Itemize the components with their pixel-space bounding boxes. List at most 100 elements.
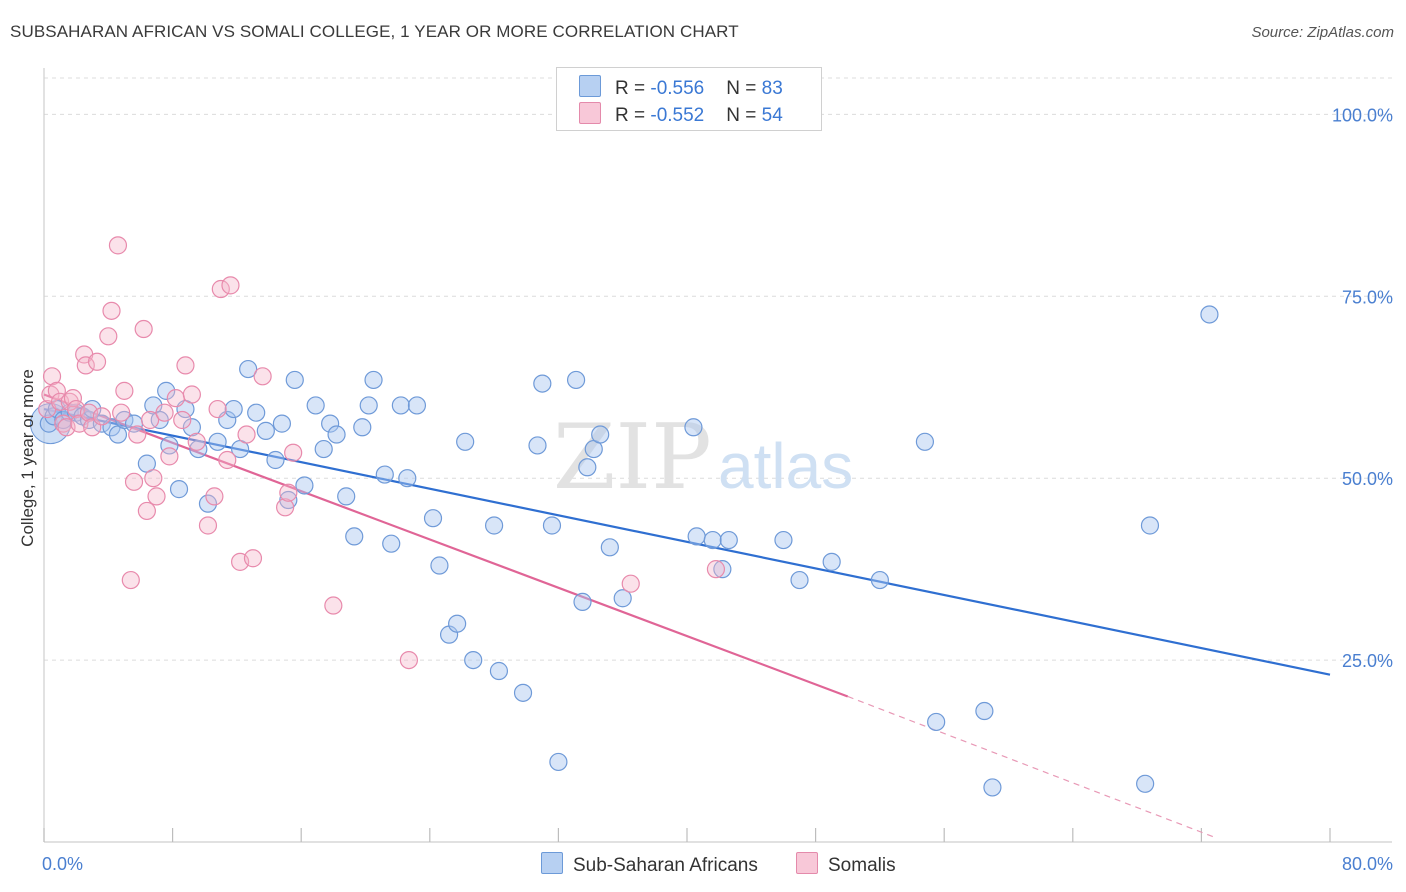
data-point-somali	[205, 487, 224, 506]
chart-title: SUBSAHARAN AFRICAN VS SOMALI COLLEGE, 1 …	[10, 22, 739, 41]
data-point-subsaharan	[719, 530, 738, 550]
data-point-subsaharan	[256, 421, 275, 440]
chart-source: Source: ZipAtlas.com	[1251, 24, 1394, 41]
data-point-somali	[284, 443, 303, 462]
data-point-subsaharan	[1200, 305, 1219, 324]
data-point-subsaharan	[549, 752, 568, 772]
legend-n-value: 54	[761, 105, 783, 126]
data-point-somali	[621, 574, 640, 593]
data-point-subsaharan	[407, 396, 427, 415]
data-point-somali	[706, 560, 726, 579]
data-point-somali	[121, 570, 140, 590]
data-point-somali	[187, 432, 206, 451]
data-point-somali	[166, 389, 185, 408]
trend-line-subsaharan	[43, 407, 1331, 676]
data-point-subsaharan	[382, 534, 401, 553]
data-point-subsaharan	[239, 359, 258, 379]
data-point-somali	[144, 469, 163, 488]
data-point-somali	[115, 381, 134, 400]
legend-r-label: R =	[615, 105, 651, 126]
data-point-somali	[124, 472, 144, 491]
data-point-subsaharan	[430, 556, 449, 575]
data-point-somali	[160, 447, 179, 466]
data-point-subsaharan	[182, 418, 201, 437]
data-point-somali	[134, 319, 153, 339]
bottom-legend-subsaharan: Sub-Saharan Africans	[541, 852, 758, 877]
data-point-subsaharan	[1136, 774, 1155, 793]
legend-row-somali: R = -0.552 N = 54	[579, 102, 783, 128]
data-point-somali	[218, 450, 237, 470]
data-point-subsaharan	[703, 530, 722, 550]
data-point-somali	[87, 352, 107, 371]
data-point-subsaharan	[285, 370, 304, 390]
data-point-subsaharan	[713, 560, 732, 579]
data-point-subsaharan	[613, 589, 632, 608]
legend-r-value: -0.552	[650, 105, 705, 126]
data-point-somali	[399, 650, 419, 670]
data-point-subsaharan	[464, 650, 483, 670]
data-points	[29, 236, 1219, 797]
y-tick-label: 75.0%	[1342, 287, 1393, 307]
data-point-subsaharan	[266, 450, 285, 470]
legend-n-label: N =	[726, 105, 762, 126]
data-point-subsaharan	[600, 538, 619, 557]
data-point-somali	[237, 425, 256, 444]
data-point-subsaharan	[684, 418, 703, 437]
data-point-subsaharan	[822, 552, 841, 571]
bottom-legend-label: Somalis	[828, 855, 896, 876]
legend-swatch-pink	[579, 102, 601, 124]
watermark-atlas: atlas	[718, 430, 853, 502]
data-point-subsaharan	[375, 465, 394, 484]
data-point-subsaharan	[423, 509, 443, 528]
x-tick-label: 80.0%	[1342, 854, 1393, 874]
watermark-zip: ZIP	[553, 405, 712, 510]
bottom-legend-somali: Somalis	[796, 852, 896, 877]
y-tick-label: 100.0%	[1332, 105, 1393, 125]
data-point-subsaharan	[327, 425, 346, 444]
data-point-somali	[63, 389, 83, 408]
data-point-somali	[176, 356, 195, 375]
trend-line-somali-extrapolated	[847, 695, 1218, 839]
data-point-somali	[102, 301, 121, 320]
legend-r-value: -0.556	[650, 78, 705, 99]
data-point-somali	[108, 236, 128, 255]
data-point-subsaharan	[272, 414, 292, 433]
data-point-subsaharan	[448, 614, 467, 633]
data-point-subsaharan	[364, 370, 383, 390]
data-point-subsaharan	[92, 414, 111, 433]
data-point-subsaharan	[247, 403, 266, 422]
y-tick-label: 25.0%	[1342, 651, 1393, 671]
data-point-subsaharan	[528, 436, 547, 455]
data-point-somali	[147, 487, 166, 506]
data-point-somali	[92, 407, 111, 426]
data-point-subsaharan	[314, 439, 333, 459]
data-point-subsaharan	[774, 530, 793, 550]
data-point-somali	[128, 425, 147, 444]
data-point-somali	[279, 483, 298, 502]
data-point-somali	[137, 501, 156, 521]
data-point-subsaharan	[790, 570, 809, 590]
legend-row-subsaharan: R = -0.556 N = 83	[579, 75, 783, 101]
data-point-somali	[173, 410, 192, 430]
data-point-somali	[42, 367, 62, 386]
data-point-subsaharan	[391, 396, 410, 415]
data-point-subsaharan	[337, 487, 356, 506]
data-point-somali	[155, 403, 174, 422]
data-point-subsaharan	[208, 432, 227, 451]
legend-swatch-blue	[579, 75, 601, 97]
data-point-subsaharan	[485, 516, 504, 535]
data-point-subsaharan	[578, 458, 597, 477]
tick-labels: 25.0% 50.0% 75.0% 100.0% 0.0% 80.0%	[42, 105, 1393, 874]
bottom-legend-label: Sub-Saharan Africans	[573, 855, 758, 876]
data-point-somali	[276, 498, 295, 517]
data-point-subsaharan	[306, 396, 325, 415]
data-point-somali	[253, 367, 272, 386]
data-point-subsaharan	[533, 374, 552, 393]
data-point-subsaharan	[224, 399, 243, 419]
data-point-somali	[198, 516, 218, 535]
bottom-legend-swatch-blue	[541, 852, 563, 874]
data-point-subsaharan	[870, 570, 890, 590]
data-point-subsaharan	[1140, 516, 1160, 535]
data-point-subsaharan	[983, 778, 1002, 797]
data-point-subsaharan	[169, 480, 189, 499]
